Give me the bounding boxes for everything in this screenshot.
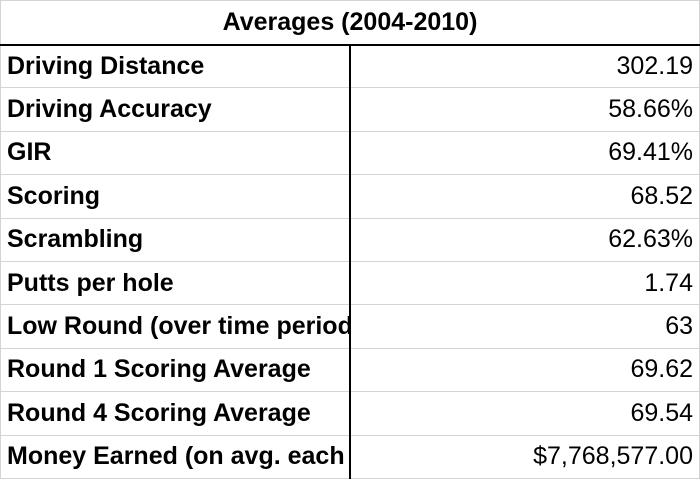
stat-label: Round 1 Scoring Average <box>0 347 351 393</box>
stat-value: 63 <box>349 304 700 349</box>
stat-label: Money Earned (on avg. each yr) <box>0 434 351 479</box>
stat-value: 69.62 <box>349 347 700 393</box>
table-row: Scrambling 62.63% <box>0 217 700 262</box>
table-row: Driving Distance 302.19 <box>0 43 700 89</box>
stat-label: GIR <box>0 130 351 176</box>
stat-value: 302.19 <box>349 43 700 89</box>
table-title: Averages (2004-2010) <box>0 0 700 46</box>
table-row: Money Earned (on avg. each yr) $7,768,577… <box>0 434 700 479</box>
table-row: Round 1 Scoring Average 69.62 <box>0 347 700 393</box>
stat-value: 58.66% <box>349 87 700 132</box>
table-row: Driving Accuracy 58.66% <box>0 87 700 132</box>
stat-label: Driving Distance <box>0 43 351 89</box>
table-row: Round 4 Scoring Average 69.54 <box>0 391 700 436</box>
stat-label: Low Round (over time period) <box>0 304 351 349</box>
stat-label: Round 4 Scoring Average <box>0 391 351 436</box>
table-row: GIR 69.41% <box>0 130 700 176</box>
stat-value: 1.74 <box>349 260 700 306</box>
stat-value: 69.41% <box>349 130 700 176</box>
table-row: Putts per hole 1.74 <box>0 260 700 306</box>
stat-value: 62.63% <box>349 217 700 262</box>
stat-label: Driving Accuracy <box>0 87 351 132</box>
stat-label: Putts per hole <box>0 260 351 306</box>
stat-label: Scrambling <box>0 217 351 262</box>
stat-value: 68.52 <box>349 174 700 219</box>
stat-label: Scoring <box>0 174 351 219</box>
stat-value: $7,768,577.00 <box>349 434 700 479</box>
title-row: Averages (2004-2010) <box>0 0 700 46</box>
table-row: Low Round (over time period) 63 <box>0 304 700 349</box>
stat-value: 69.54 <box>349 391 700 436</box>
table-row: Scoring 68.52 <box>0 174 700 219</box>
